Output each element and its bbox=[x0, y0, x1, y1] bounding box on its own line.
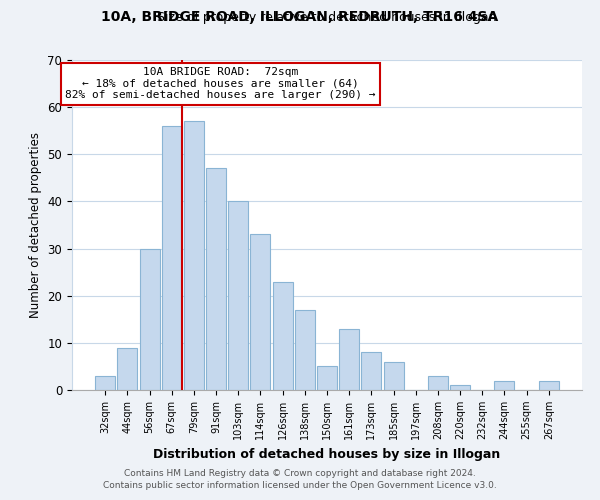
Bar bbox=[339, 328, 359, 390]
Y-axis label: Number of detached properties: Number of detached properties bbox=[29, 132, 42, 318]
Bar bbox=[206, 168, 226, 390]
Bar bbox=[361, 352, 382, 390]
Bar bbox=[428, 376, 448, 390]
Bar bbox=[184, 122, 204, 390]
Bar bbox=[494, 380, 514, 390]
Bar bbox=[228, 202, 248, 390]
Text: 10A BRIDGE ROAD:  72sqm
← 18% of detached houses are smaller (64)
82% of semi-de: 10A BRIDGE ROAD: 72sqm ← 18% of detached… bbox=[65, 67, 376, 100]
Bar bbox=[383, 362, 404, 390]
Bar bbox=[95, 376, 115, 390]
Bar bbox=[317, 366, 337, 390]
Bar bbox=[162, 126, 182, 390]
Bar bbox=[140, 248, 160, 390]
Bar bbox=[295, 310, 315, 390]
Bar bbox=[450, 386, 470, 390]
Bar bbox=[539, 380, 559, 390]
Bar bbox=[250, 234, 271, 390]
Bar bbox=[118, 348, 137, 390]
Title: Size of property relative to detached houses in Illogan: Size of property relative to detached ho… bbox=[157, 11, 497, 24]
Text: Contains HM Land Registry data © Crown copyright and database right 2024.
Contai: Contains HM Land Registry data © Crown c… bbox=[103, 468, 497, 490]
Text: 10A, BRIDGE ROAD, ILLOGAN, REDRUTH, TR16 4SA: 10A, BRIDGE ROAD, ILLOGAN, REDRUTH, TR16… bbox=[101, 10, 499, 24]
X-axis label: Distribution of detached houses by size in Illogan: Distribution of detached houses by size … bbox=[154, 448, 500, 460]
Bar bbox=[272, 282, 293, 390]
